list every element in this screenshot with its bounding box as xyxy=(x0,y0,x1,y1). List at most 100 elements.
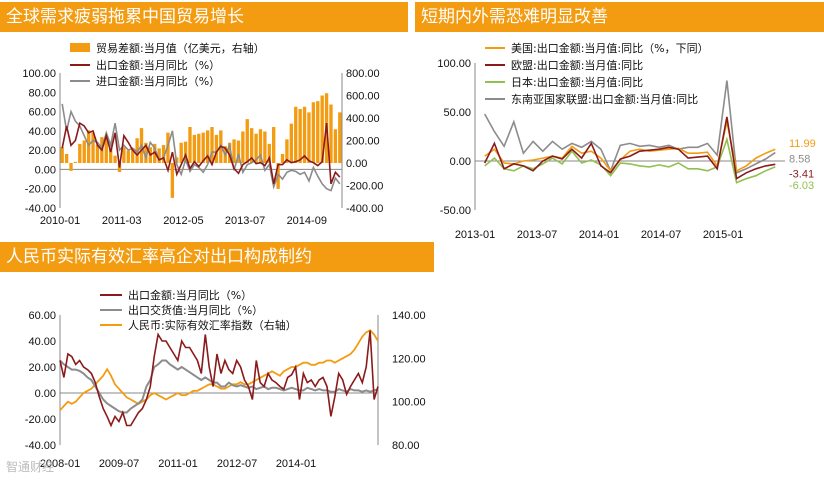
end-value-label: -3.41 xyxy=(789,168,814,180)
trade-balance-bar xyxy=(179,142,183,163)
trade-balance-bar xyxy=(227,142,232,163)
trade-balance-bar xyxy=(289,123,294,163)
y-tick-label: 50.00 xyxy=(443,107,471,119)
trade-balance-bar xyxy=(192,134,197,163)
legend-label: 日本:出口金额:当月值:同比 xyxy=(511,75,643,89)
panel-title-fx: 人民币实际有效汇率高企对出口构成制约 xyxy=(0,242,434,272)
y-tick-label: -50.00 xyxy=(440,205,471,217)
trade-balance-bar xyxy=(166,132,170,163)
panel-title-trade: 全球需求疲弱拖累中国贸易增长 xyxy=(0,2,408,32)
trade-balance-bar xyxy=(126,150,130,163)
x-tick-label: 2015-01 xyxy=(703,229,743,241)
trade-balance-bar xyxy=(254,133,258,163)
x-tick-label: 2013-01 xyxy=(455,229,495,241)
legend: 美国:出口金额:当月值:同比（%，下同） 欧盟:出口金额:当月值:同比日本:出口金… xyxy=(485,41,709,106)
trade-balance-bar xyxy=(60,147,64,163)
trade-balance-bar xyxy=(241,131,245,163)
right-tick-label: 80.00 xyxy=(392,440,420,452)
left-tick-label: 0.00 xyxy=(35,164,56,176)
left-tick-label: -20.00 xyxy=(25,414,56,426)
left-tick-label: 40.00 xyxy=(28,336,56,348)
export-yoy-line xyxy=(61,121,341,185)
left-tick-label: -40.00 xyxy=(25,203,56,215)
x-tick-label: 2012-07 xyxy=(217,458,257,470)
end-value-label: 11.99 xyxy=(789,138,816,150)
left-tick-label: -40.00 xyxy=(25,440,56,452)
asean-export-line xyxy=(483,80,776,174)
trade-balance-bar xyxy=(267,143,271,163)
trade-balance-bar xyxy=(316,101,320,163)
trade-balance-bar xyxy=(311,102,316,163)
legend-label: 出口金额:当月同比（%） xyxy=(128,288,252,302)
watermark: 智通财经 xyxy=(6,460,55,474)
legend-label: 贸易差额:当月值（亿美元，右轴） xyxy=(96,41,265,55)
right-tick-label: 100.00 xyxy=(392,397,426,409)
legend-label: 欧盟:出口金额:当月值:同比 xyxy=(511,58,643,72)
x-tick-label: 2014-01 xyxy=(276,458,316,470)
trade-balance-bar xyxy=(131,148,135,163)
trade-balance-bar xyxy=(333,129,338,163)
trade-balance-bar xyxy=(302,106,307,163)
y-tick-label: 0.00 xyxy=(450,156,471,168)
trade-balance-bar xyxy=(338,112,342,163)
y-tick-label: 100.00 xyxy=(437,58,471,70)
x-tick-label: 2013-07 xyxy=(225,215,265,227)
left-tick-label: 20.00 xyxy=(28,145,56,157)
legend: 出口金额:当月同比（%）出口交货值:当月同比（%）人民币:实际有效汇率指数（右轴… xyxy=(100,288,297,332)
right-tick-label: 200.00 xyxy=(346,136,380,148)
panel-title-demand: 短期内外需恐难明显改善 xyxy=(415,2,824,32)
trade-balance-bar xyxy=(157,148,161,163)
x-tick-label: 2014-01 xyxy=(579,229,619,241)
right-tick-label: 600.00 xyxy=(346,91,380,103)
right-tick-label: 120.00 xyxy=(392,353,426,365)
trade-balance-bar xyxy=(108,148,113,163)
legend-swatch-bar xyxy=(70,43,90,52)
trade-balance-bar xyxy=(236,140,241,163)
trade-balance-bar xyxy=(205,130,210,163)
trade-balance-bar xyxy=(104,137,108,163)
trade-balance-bar xyxy=(161,145,166,163)
trade-balance-bar xyxy=(82,140,86,163)
trade-balance-bar xyxy=(258,129,263,163)
right-tick-label: -200.00 xyxy=(346,181,383,193)
x-tick-label: 2013-07 xyxy=(517,229,557,241)
end-value-label: -6.03 xyxy=(789,180,814,192)
trade-balance-bar xyxy=(64,154,69,163)
end-value-label: 8.58 xyxy=(789,154,810,166)
legend: 贸易差额:当月值（亿美元，右轴） 出口金额:当月同比（%） 进口金额:当月同比（%） xyxy=(70,41,265,88)
trade-balance-bar xyxy=(329,104,333,163)
export-yoy-line xyxy=(59,330,379,428)
x-tick-label: 2008-01 xyxy=(40,458,80,470)
japan-export-line xyxy=(484,136,776,184)
left-tick-label: 60.00 xyxy=(28,310,56,322)
trade-balance-bar xyxy=(170,163,175,198)
left-tick-label: 60.00 xyxy=(28,107,56,119)
trade-balance-bar xyxy=(86,130,91,163)
legend-label: 进口金额:当月同比（%） xyxy=(96,74,220,88)
trade-balance-bar xyxy=(183,141,188,163)
trade-balance-bar xyxy=(122,147,126,163)
legend-label: 出口交货值:当月同比（%） xyxy=(128,303,263,317)
trade-balance-bar xyxy=(188,127,192,163)
chart-trade: 100.00 80.00 60.00 40.00 20.00 0.00 -20.00 -40.… xyxy=(22,41,383,227)
left-tick-label: -20.00 xyxy=(25,184,56,196)
right-tick-label: 0.00 xyxy=(346,158,367,170)
trade-balance-bar xyxy=(78,143,82,163)
left-tick-label: 80.00 xyxy=(28,87,56,99)
trade-balance-bar xyxy=(272,127,276,163)
trade-balance-bar xyxy=(214,134,219,163)
trade-balance-bar xyxy=(285,139,289,163)
trade-balance-bar xyxy=(245,119,249,163)
chart-demand: 100.00 50.00 0.00 -50.00 2013-01 2013-07 2014-… xyxy=(437,41,816,241)
trade-balance-bar xyxy=(307,112,311,163)
trade-balance-bar xyxy=(249,128,254,163)
trade-balance-bar xyxy=(210,127,214,163)
x-tick-label: 2014-07 xyxy=(641,229,681,241)
legend-label: 出口金额:当月同比（%） xyxy=(96,58,220,72)
right-tick-label: -400.00 xyxy=(346,203,383,215)
x-tick-label: 2009-07 xyxy=(99,458,139,470)
legend-label: 东南亚国家联盟:出口金额:当月值:同比 xyxy=(511,92,698,106)
left-tick-label: 0.00 xyxy=(35,388,56,400)
trade-balance-bar xyxy=(69,163,73,171)
trade-balance-bar xyxy=(197,133,201,163)
